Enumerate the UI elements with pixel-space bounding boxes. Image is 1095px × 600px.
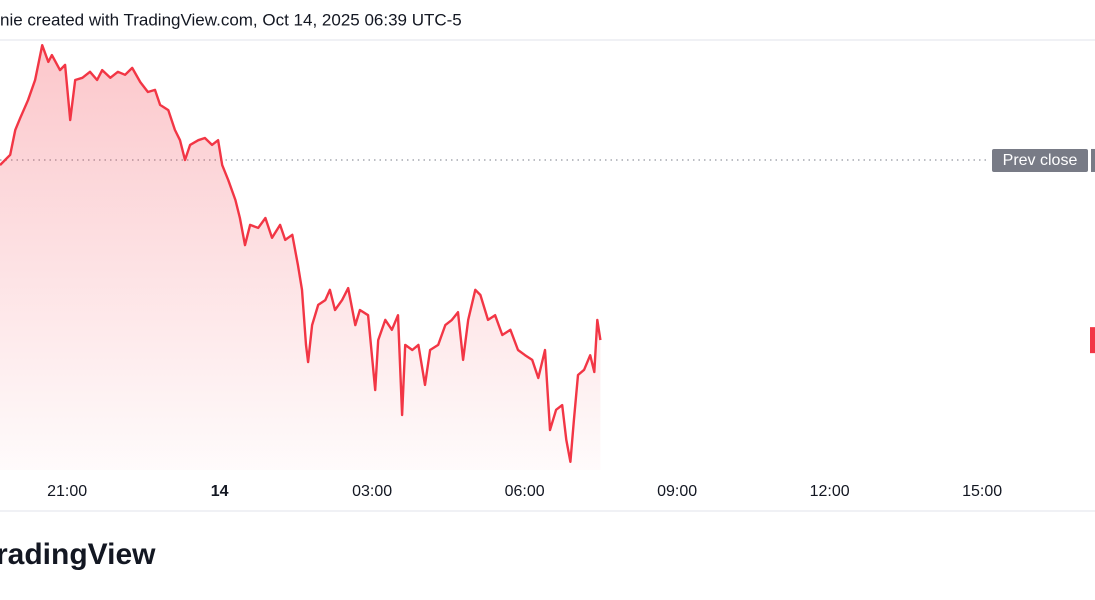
footer-logo: radingView xyxy=(0,538,156,571)
price-line xyxy=(0,44,602,463)
x-tick-label: 15:00 xyxy=(962,483,1002,500)
last-price-marker xyxy=(1090,327,1095,354)
prev-close-badge xyxy=(992,148,1088,172)
x-tick-label: 14 xyxy=(211,483,229,500)
x-tick-label: 03:00 xyxy=(352,483,392,500)
header-text: nie created with TradingView.com, Oct 14… xyxy=(0,10,462,29)
x-tick-label: 12:00 xyxy=(810,483,850,500)
plot: 21:00 14 03:00 06:00 09:00 12:00 15:00 Prev clo… xyxy=(0,44,1095,500)
prev-close-label: Prev close xyxy=(1003,152,1078,169)
x-tick-label: 09:00 xyxy=(657,483,697,500)
x-tick-label: 06:00 xyxy=(505,483,545,500)
prev-close-edge xyxy=(1091,148,1095,172)
x-tick-label: 21:00 xyxy=(47,483,87,500)
price-area xyxy=(0,45,601,470)
